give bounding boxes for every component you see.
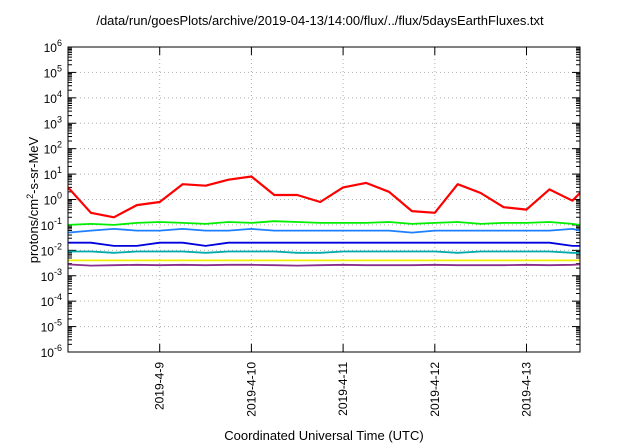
x-tick-label: 2019-4-13 (520, 362, 534, 417)
series-line-2 (67, 220, 581, 226)
y-axis-label-rest: -s-sr-MeV (26, 136, 42, 194)
y-axis-label: protons/cm2-s-sr-MeV (25, 137, 41, 263)
y-tick-label: 100 (44, 191, 62, 208)
y-tick-label: 102 (44, 140, 62, 157)
y-axis-label-exponent: 2 (24, 193, 35, 199)
y-tick-label-exponent: 6 (57, 38, 62, 48)
y-tick-label-exponent: -1 (54, 216, 62, 226)
y-tick-label-base: 10 (44, 41, 58, 55)
series-line-1 (67, 175, 581, 219)
y-tick-label-exponent: 1 (57, 165, 62, 175)
x-tick-label: 2019-4-12 (428, 362, 442, 417)
y-tick-label: 101 (44, 165, 62, 182)
y-tick-label-exponent: -2 (54, 241, 62, 251)
y-tick-label-base: 10 (41, 295, 55, 309)
y-tick-label: 10-4 (41, 292, 62, 309)
y-tick-label: 104 (44, 89, 62, 106)
y-tick-label: 10-6 (41, 343, 62, 360)
y-tick-label-exponent: -6 (54, 343, 62, 353)
y-tick-label-exponent: -3 (54, 267, 62, 277)
y-tick-label: 10-1 (41, 216, 62, 233)
y-tick-label-exponent: -4 (54, 292, 62, 302)
y-tick-label: 106 (44, 38, 62, 55)
y-tick-label-base: 10 (44, 92, 58, 106)
y-tick-label-exponent: 4 (57, 89, 62, 99)
series-line-4 (68, 241, 580, 247)
y-tick-label-base: 10 (41, 219, 55, 233)
y-tick-label: 105 (44, 63, 62, 80)
x-tick-label: 2019-4-10 (244, 362, 258, 417)
y-tick-label: 10-2 (41, 241, 62, 258)
y-tick-label-base: 10 (41, 321, 55, 335)
y-tick-label-exponent: -5 (54, 318, 62, 328)
y-tick-label-base: 10 (44, 143, 58, 157)
y-tick-label-exponent: 2 (57, 140, 62, 150)
x-tick-label: 2019-4-9 (153, 362, 167, 410)
y-tick-label-base: 10 (41, 244, 55, 258)
x-tick-label: 2019-4-11 (336, 362, 350, 416)
series-line-3 (67, 227, 581, 234)
y-tick-label-base: 10 (44, 168, 58, 182)
plot-frame (67, 46, 581, 353)
chart-title: /data/run/goesPlots/archive/2019-04-13/1… (96, 13, 544, 28)
y-tick-label: 103 (44, 114, 62, 131)
y-tick-label-exponent: 0 (57, 191, 62, 201)
series-line-5 (68, 250, 580, 254)
y-tick-label-base: 10 (41, 346, 55, 360)
y-tick-label-exponent: 5 (57, 63, 62, 73)
y-tick-label-base: 10 (44, 66, 58, 80)
x-axis-label: Coordinated Universal Time (UTC) (224, 428, 424, 443)
y-tick-label-base: 10 (44, 194, 58, 208)
series-line-7 (67, 263, 581, 267)
y-axis-label-unit: protons/cm (26, 198, 42, 264)
y-tick-label-exponent: 3 (57, 114, 62, 124)
y-tick-label: 10-3 (41, 267, 62, 284)
y-tick-label-base: 10 (41, 270, 55, 284)
y-tick-label-base: 10 (44, 117, 58, 131)
y-tick-label: 10-5 (41, 318, 62, 335)
